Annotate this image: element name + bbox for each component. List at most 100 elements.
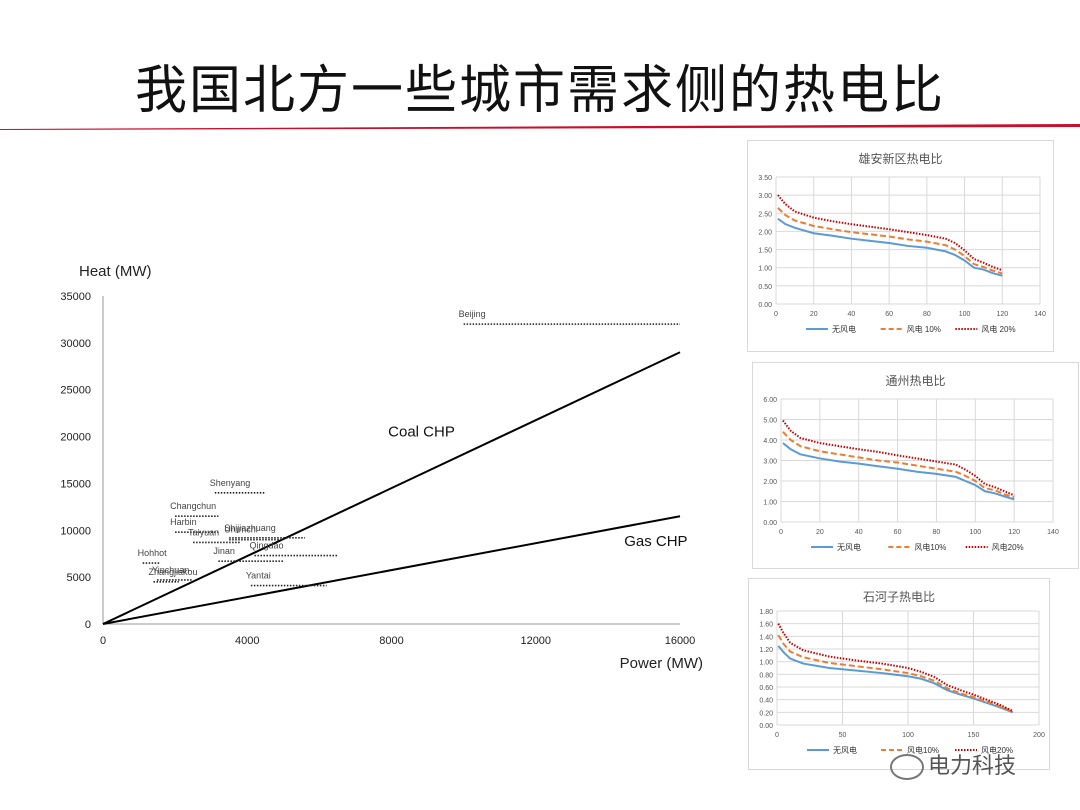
y-tick-label: 0.60 [759, 685, 773, 692]
x-tick-label: 16000 [665, 635, 696, 647]
x-axis-title: Power (MW) [620, 655, 703, 672]
y-axis-title: Heat (MW) [79, 263, 152, 280]
x-tick-label: 120 [1008, 529, 1020, 536]
x-tick-label: 8000 [379, 635, 403, 647]
y-tick-label: 1.80 [759, 609, 773, 616]
label-beijing: Beijing [459, 309, 486, 319]
annotation-label: Coal CHP [388, 424, 455, 441]
label-zhangjiakou: Zhangjiakou [148, 567, 197, 577]
x-tick-label: 140 [1034, 311, 1046, 318]
y-tick-label: 35000 [60, 291, 91, 303]
x-tick-label: 0 [100, 635, 106, 647]
series-line-1 [782, 442, 1015, 501]
x-tick-label: 0 [779, 529, 783, 536]
series-line-2 [777, 207, 1003, 275]
x-tick-label: 140 [1047, 529, 1059, 536]
y-tick-label: 0.00 [759, 723, 773, 730]
label-shijiazhuang: Shijiazhuang [224, 523, 276, 533]
annotation-label: Gas CHP [624, 533, 687, 550]
legend-label: 无风电 [837, 542, 861, 552]
legend-label: 风电 10% [907, 324, 941, 334]
y-tick-label: 4.00 [763, 438, 777, 445]
y-tick-label: 1.00 [759, 660, 773, 667]
y-tick-label: 15000 [60, 478, 91, 490]
chart-title: 通州热电比 [885, 374, 945, 388]
y-tick-label: 6.00 [763, 397, 777, 404]
watermark-text: 电力科技 [928, 754, 1017, 779]
legend-label: 无风电 [832, 324, 856, 334]
x-tick-label: 20 [810, 311, 818, 318]
chart-title: 石河子热电比 [863, 590, 935, 604]
y-tick-label: 10000 [60, 525, 91, 537]
line-coal-chp [102, 351, 681, 625]
chart-title: 雄安新区热电比 [858, 151, 942, 166]
y-tick-label: 1.50 [758, 248, 772, 255]
x-tick-label: 200 [1033, 732, 1045, 739]
x-tick-label: 0 [775, 732, 779, 739]
y-tick-label: 3.00 [763, 459, 777, 466]
label-urumchi: Urumchi [224, 525, 258, 535]
series-line-1 [777, 217, 1003, 277]
y-tick-label: 0.00 [763, 520, 777, 527]
y-tick-label: 25000 [60, 385, 91, 397]
label-qingdao: Qingdao [249, 541, 283, 551]
label-yinchuan: Yinchuan [152, 565, 189, 575]
slide-title: 我国北方一些城市需求侧的热电比 [134, 61, 945, 121]
series-line-2 [777, 634, 1014, 713]
legend-label: 风电10% [914, 542, 946, 552]
y-tick-label: 5.00 [763, 418, 777, 425]
x-tick-label: 40 [848, 311, 856, 318]
y-tick-label: 30000 [60, 338, 91, 350]
y-tick-label: 3.00 [758, 193, 772, 200]
y-tick-label: 2.00 [763, 479, 777, 486]
label-yantai: Yantai [246, 571, 271, 581]
label-jinan: Jinan [213, 546, 235, 556]
x-tick-label: 100 [959, 311, 971, 318]
x-tick-label: 40 [855, 529, 863, 536]
wechat-icon [890, 754, 924, 780]
x-tick-label: 50 [839, 732, 847, 739]
label-changchun: Changchun [170, 501, 216, 511]
wechat-watermark: 电力科技 [890, 748, 1016, 780]
series-line-1 [777, 645, 1014, 714]
y-tick-label: 0 [85, 619, 91, 631]
y-tick-label: 0.80 [759, 672, 773, 679]
series-line-3 [777, 194, 1003, 272]
x-tick-label: 12000 [520, 635, 551, 647]
x-tick-label: 80 [933, 529, 941, 536]
x-tick-label: 60 [894, 529, 902, 536]
y-tick-label: 2.00 [758, 229, 772, 236]
main-scatter-chart: 0 5000 10000 15000 20000 25000 30000 35000 0 4000… [40, 250, 720, 690]
title-divider [0, 124, 1080, 130]
x-tick-label: 0 [774, 311, 778, 318]
series-line-2 [782, 431, 1015, 499]
label-hohhot: Hohhot [138, 548, 168, 558]
x-tick-label: 150 [968, 732, 980, 739]
legend-label: 无风电 [833, 745, 857, 755]
y-tick-label: 0.00 [758, 302, 772, 309]
y-tick-label: 1.60 [759, 622, 773, 629]
legend-label: 风电20% [992, 542, 1024, 552]
y-tick-label: 0.50 [758, 284, 772, 291]
label-shenyang: Shenyang [210, 478, 251, 488]
line-gas-chp [102, 515, 681, 625]
shihezi-ratio-chart: 石河子热电比 0.00 0.20 0.40 0.60 0.80 1.00 1.20 1.40 1.… [748, 578, 1050, 770]
x-tick-label: 100 [969, 529, 981, 536]
x-tick-label: 80 [923, 311, 931, 318]
y-tick-label: 1.40 [759, 634, 773, 641]
y-tick-label: 0.20 [759, 710, 773, 717]
x-tick-label: 100 [902, 732, 914, 739]
x-tick-label: 60 [885, 311, 893, 318]
y-tick-label: 20000 [60, 432, 91, 444]
x-tick-label: 120 [996, 311, 1008, 318]
y-tick-label: 1.20 [759, 647, 773, 654]
series-line-3 [777, 623, 1014, 712]
x-tick-label: 20 [816, 529, 824, 536]
y-tick-label: 1.00 [763, 500, 777, 507]
xiongan-ratio-chart: 雄安新区热电比 0.00 0.50 1.00 1.50 2.00 2.50 3.00 3.50 0… [747, 140, 1054, 352]
y-tick-label: 3.50 [758, 175, 772, 182]
y-tick-label: 5000 [67, 572, 91, 584]
x-tick-label: 4000 [235, 635, 259, 647]
legend-label: 风电10% [907, 745, 939, 755]
legend-label: 风电 20% [981, 324, 1015, 334]
